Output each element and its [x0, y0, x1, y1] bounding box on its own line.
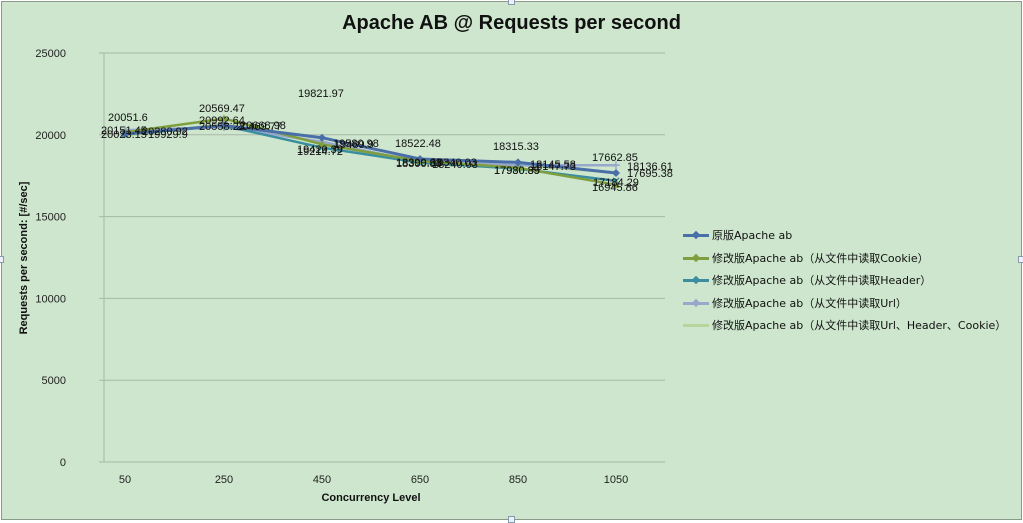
data-label: 19929.9 — [148, 129, 188, 141]
legend-label: 修改版Apache ab（从文件中读取Url、Header、Cookie） — [712, 319, 1007, 333]
legend-item: 修改版Apache ab（从文件中读取Header） — [683, 269, 1006, 292]
legend-label: 修改版Apache ab（从文件中读取Cookie） — [712, 251, 929, 265]
data-label: 18522.48 — [395, 138, 441, 150]
chart-legend: 原版Apache ab 修改版Apache ab（从文件中读取Cookie） 修改版… — [683, 224, 1006, 337]
data-label: 16945.86 — [592, 182, 638, 194]
series-line — [124, 117, 617, 187]
triangle-marker-icon — [612, 180, 620, 188]
data-label: 18136.61 — [627, 161, 673, 173]
legend-swatch-icon — [683, 230, 709, 240]
legend-swatch-icon — [683, 320, 709, 330]
data-label: 17184.29 — [593, 177, 639, 189]
data-label: 20280.92 — [142, 126, 188, 138]
data-label: 20023.15 — [101, 129, 147, 141]
legend-label: 修改版Apache ab（从文件中读取Url） — [712, 296, 907, 310]
series-line — [124, 124, 617, 175]
legend-item: 修改版Apache ab（从文件中读取Url、Header、Cookie） — [683, 314, 1006, 337]
x-tick-label: 250 — [215, 474, 233, 486]
data-label: 17662.85 — [592, 152, 638, 164]
data-label: 17695.38 — [627, 168, 673, 180]
triangle-marker-icon — [318, 140, 326, 148]
data-label: 19489.9 — [334, 139, 374, 151]
legend-swatch-icon — [683, 253, 709, 263]
legend-item: 修改版Apache ab（从文件中读取Url） — [683, 292, 1006, 315]
data-label: 20051.6 — [108, 112, 148, 124]
x-tick-label: 850 — [509, 474, 527, 486]
y-tick-label: 10000 — [35, 293, 66, 305]
diamond-marker-icon — [612, 169, 620, 178]
y-tick-label: 20000 — [35, 130, 66, 142]
diamond-marker-icon — [220, 121, 228, 130]
plus-marker-icon — [612, 161, 620, 170]
data-label: 20668.98 — [240, 120, 286, 132]
diamond-marker-icon — [416, 154, 424, 163]
data-label: 17930.35 — [494, 165, 540, 177]
data-label: 18315.33 — [493, 141, 539, 153]
data-label: 20569.47 — [199, 103, 245, 115]
x-tick-label: 1050 — [604, 474, 628, 486]
data-label: 20992.64 — [199, 115, 245, 127]
resize-handle-right[interactable] — [1018, 256, 1023, 263]
chart-title: Apache AB @ Requests per second — [342, 12, 681, 34]
triangle-marker-icon — [514, 163, 522, 171]
diamond-marker-icon — [121, 129, 129, 138]
diamond-marker-icon — [318, 133, 326, 142]
data-label: 18300.83 — [396, 158, 442, 170]
data-label: 18145.58 — [530, 159, 576, 171]
x-tick-label: 50 — [119, 474, 131, 486]
resize-handle-top[interactable] — [508, 0, 515, 5]
y-tick-label: 25000 — [35, 48, 66, 60]
data-label: 20558.23 — [199, 121, 245, 133]
triangle-marker-icon — [220, 114, 228, 122]
x-tick-label: 450 — [313, 474, 331, 486]
legend-swatch-icon — [683, 275, 709, 285]
data-label: 18147.73 — [530, 161, 576, 173]
y-tick-label: 5000 — [42, 375, 66, 387]
data-label: 18240.03 — [432, 159, 478, 171]
legend-label: 原版Apache ab — [712, 229, 793, 243]
data-label: 18399.68 — [396, 157, 442, 169]
legend-swatch-icon — [683, 298, 709, 308]
data-label: 19420.39 — [297, 144, 343, 156]
data-label: 20151.45 — [101, 125, 147, 137]
data-label: 18340.03 — [431, 157, 477, 169]
data-label: 19214.72 — [297, 146, 343, 158]
y-tick-label: 0 — [60, 457, 66, 469]
data-label: 19580.98 — [333, 138, 379, 150]
legend-item: 修改版Apache ab（从文件中读取Cookie） — [683, 247, 1006, 270]
data-label: 19821.97 — [298, 88, 344, 100]
x-axis-title: Concurrency Level — [321, 492, 420, 504]
legend-label: 修改版Apache ab（从文件中读取Header） — [712, 274, 932, 288]
resize-handle-left[interactable] — [0, 256, 4, 263]
y-axis-title: Requests per second: [#/sec] — [18, 181, 30, 334]
x-tick-label: 650 — [411, 474, 429, 486]
diamond-marker-icon — [514, 158, 522, 167]
data-label: 17980.89 — [494, 165, 540, 177]
legend-item: 原版Apache ab — [683, 224, 1006, 247]
data-label: 20469.77 — [236, 121, 282, 133]
y-tick-label: 15000 — [35, 212, 66, 224]
